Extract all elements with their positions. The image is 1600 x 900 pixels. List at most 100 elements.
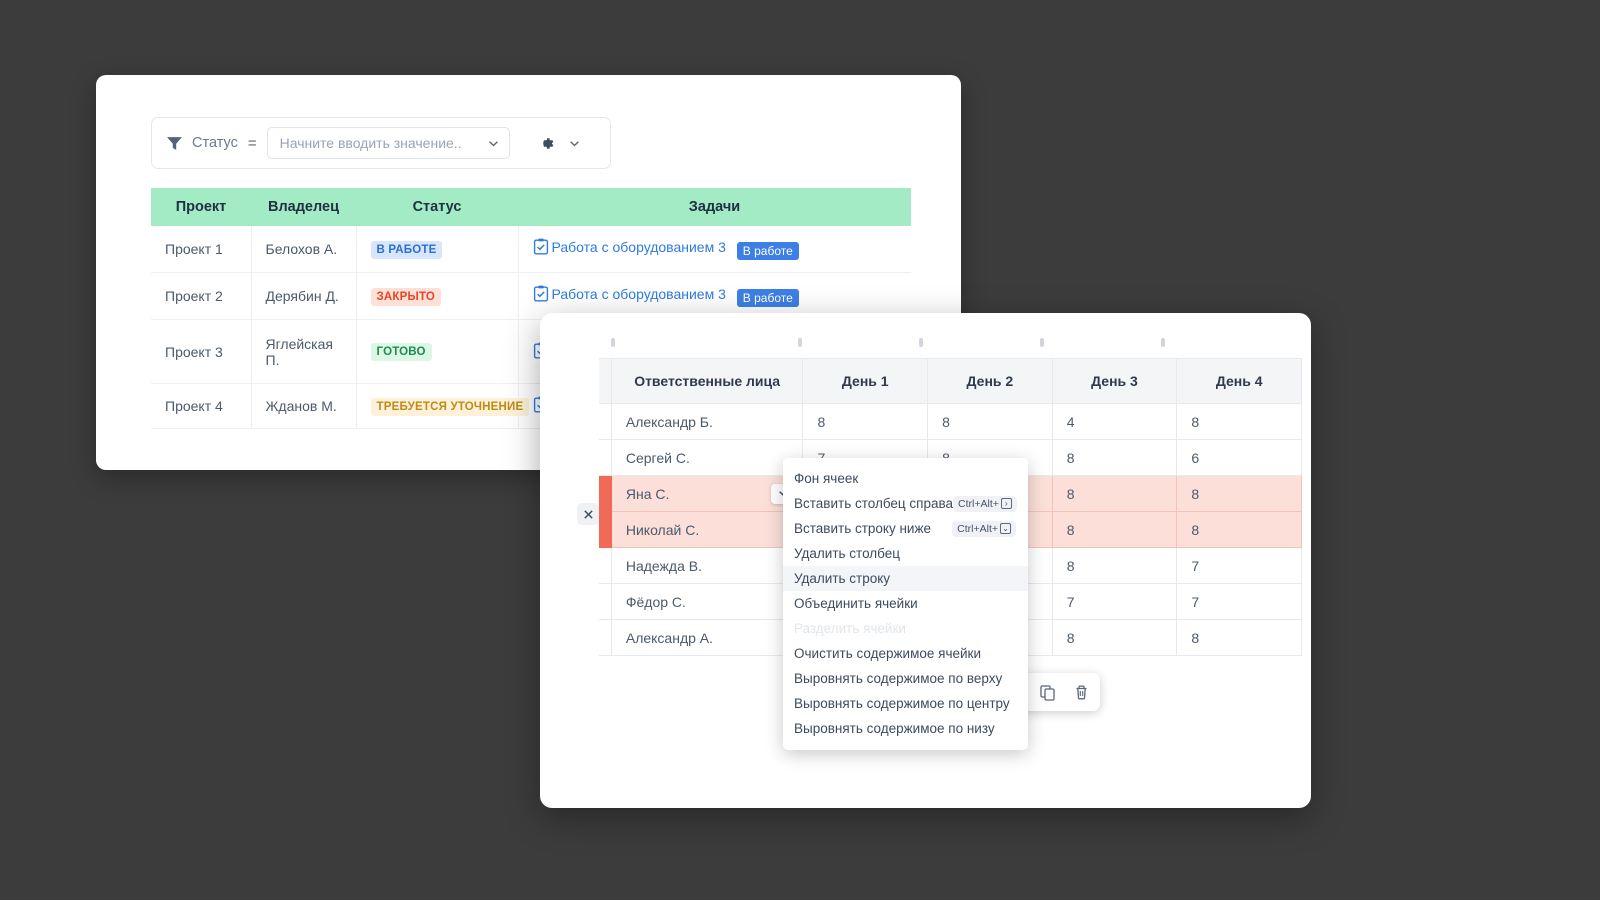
- cell-day-4[interactable]: 8: [1176, 511, 1302, 548]
- cell-project: Проект 2: [151, 272, 252, 320]
- cell-day-4[interactable]: 7: [1176, 583, 1302, 620]
- table-row[interactable]: Сергей С. 7 8 8 6: [599, 439, 1302, 476]
- menu-item-clear-cell-content[interactable]: Очистить содержимое ячейки: [783, 641, 1028, 666]
- menu-item-label: Разделить ячейки: [794, 621, 906, 636]
- column-resize-handle[interactable]: [919, 338, 923, 347]
- row-handle[interactable]: [599, 403, 612, 440]
- close-selection-button[interactable]: [577, 503, 599, 525]
- col-header-status[interactable]: Статус: [356, 188, 518, 226]
- corner-header-cell: [599, 358, 612, 404]
- col-header-project[interactable]: Проект: [151, 188, 251, 226]
- menu-item-label: Очистить содержимое ячейки: [794, 646, 981, 661]
- cell-owner: Дерябин Д.: [251, 272, 357, 320]
- cell-day-3[interactable]: 8: [1051, 475, 1178, 512]
- cell-day-3[interactable]: 4: [1051, 403, 1178, 440]
- cell-day-3[interactable]: 7: [1051, 583, 1178, 620]
- filter-value-select[interactable]: Начните вводить значение..: [266, 127, 510, 159]
- menu-item-cell-background[interactable]: Фон ячеек: [783, 466, 1028, 491]
- clipboard-check-icon: [533, 238, 549, 255]
- col-header-day-2[interactable]: День 2: [927, 358, 1053, 404]
- cell-day-4[interactable]: 8: [1176, 475, 1302, 512]
- cell-day-3[interactable]: 8: [1051, 511, 1178, 548]
- filter-value-placeholder: Начните вводить значение..: [279, 135, 462, 151]
- column-resize-handle[interactable]: [1161, 338, 1165, 347]
- cell-responsible[interactable]: Александр Б.: [610, 403, 804, 440]
- row-handle[interactable]: [599, 475, 612, 512]
- cell-status: ТРЕБУЕТСЯ УТОЧНЕНИЕ: [356, 383, 530, 429]
- row-handle[interactable]: [599, 547, 612, 584]
- cell-responsible-text: Яна С.: [625, 485, 670, 502]
- cell-project: Проект 4: [151, 383, 252, 429]
- table-row[interactable]: Проект 2 Дерябин Д. ЗАКРЫТО Работа с обо…: [151, 272, 911, 320]
- col-header-tasks[interactable]: Задачи: [518, 188, 911, 226]
- cell-tasks: Работа с оборудованием 3 В работе: [518, 226, 911, 273]
- cell-context-menu: Фон ячеек Вставить столбец справа Ctrl+A…: [783, 458, 1028, 750]
- cell-responsible[interactable]: Николай С.: [610, 511, 804, 548]
- col-header-day-4[interactable]: День 4: [1176, 358, 1302, 404]
- cell-day-3[interactable]: 8: [1051, 439, 1178, 476]
- column-resize-handle[interactable]: [798, 338, 802, 347]
- menu-item-label: Вставить строку ниже: [794, 521, 932, 536]
- task-link[interactable]: Работа с оборудованием 3: [533, 238, 726, 255]
- cell-status: ЗАКРЫТО: [356, 272, 519, 320]
- menu-item-align-middle[interactable]: Выровнять содержимое по центру: [783, 691, 1028, 716]
- gear-icon[interactable]: [537, 134, 556, 153]
- menu-item-align-top[interactable]: Выровнять содержимое по верху: [783, 666, 1028, 691]
- menu-item-delete-column[interactable]: Удалить столбец: [783, 541, 1028, 566]
- menu-item-label: Вставить столбец справа: [794, 496, 954, 511]
- cell-responsible[interactable]: Александр А.: [610, 619, 804, 656]
- cell-project: Проект 3: [151, 319, 252, 384]
- filter-field-label: Статус: [192, 135, 238, 151]
- cell-responsible[interactable]: Надежда В.: [610, 547, 804, 584]
- table-row[interactable]: Александр Б. 8 8 4 8: [599, 403, 1302, 440]
- cell-day-4[interactable]: 8: [1176, 403, 1302, 440]
- filter-bar: Статус = Начните вводить значение..: [151, 117, 611, 169]
- filter-operator: =: [247, 134, 257, 152]
- cell-day-4[interactable]: 7: [1176, 547, 1302, 584]
- task-title: Работа с оборудованием 3: [551, 285, 726, 302]
- cell-day-1[interactable]: 8: [802, 403, 929, 440]
- cell-day-2[interactable]: 8: [927, 403, 1053, 440]
- row-handle[interactable]: [599, 583, 612, 620]
- col-header-day-1[interactable]: День 1: [802, 358, 929, 404]
- cell-responsible[interactable]: Сергей С.: [610, 439, 804, 476]
- menu-item-label: Объединить ячейки: [794, 596, 918, 611]
- menu-item-label: Выровнять содержимое по низу: [794, 721, 995, 736]
- column-resize-handle[interactable]: [1040, 338, 1044, 347]
- cell-day-4[interactable]: 6: [1176, 439, 1302, 476]
- table-row[interactable]: Проект 1 Белохов А. В РАБОТЕ Работа с об…: [151, 226, 911, 273]
- cell-day-3[interactable]: 8: [1051, 547, 1178, 584]
- menu-item-delete-row[interactable]: Удалить строку: [783, 566, 1028, 591]
- table-row[interactable]: Александр А. 8 8 8 8: [599, 619, 1302, 656]
- row-handle[interactable]: [599, 511, 612, 548]
- col-header-owner[interactable]: Владелец: [251, 188, 356, 226]
- menu-item-align-bottom[interactable]: Выровнять содержимое по низу: [783, 716, 1028, 741]
- menu-item-insert-column-right[interactable]: Вставить столбец справа Ctrl+Alt+ ›: [783, 491, 1028, 516]
- cell-owner: Жданов М.: [251, 383, 357, 429]
- menu-item-merge-cells[interactable]: Объединить ячейки: [783, 591, 1028, 616]
- cell-day-3[interactable]: 8: [1051, 619, 1178, 656]
- gear-dropdown-chevron-icon[interactable]: [569, 140, 580, 147]
- cell-responsible[interactable]: Фёдор С.: [610, 583, 804, 620]
- cell-responsible[interactable]: Яна С.: [610, 475, 804, 512]
- col-header-responsible[interactable]: Ответственные лица: [610, 358, 804, 404]
- projects-table-header-row: Проект Владелец Статус Задачи: [151, 188, 911, 226]
- col-header-day-3[interactable]: День 3: [1051, 358, 1178, 404]
- cell-project: Проект 1: [151, 226, 252, 273]
- task-link[interactable]: Работа с оборудованием 3: [533, 285, 726, 302]
- menu-item-label: Удалить столбец: [794, 546, 900, 561]
- row-handle[interactable]: [599, 619, 612, 656]
- menu-item-shortcut: Ctrl+Alt+ ⌄: [952, 520, 1016, 537]
- menu-item-label: Фон ячеек: [794, 471, 859, 486]
- cell-status: В РАБОТЕ: [356, 226, 519, 273]
- cell-day-4[interactable]: 8: [1176, 619, 1302, 656]
- task-title: Работа с оборудованием 3: [551, 238, 726, 255]
- copy-icon[interactable]: [1039, 684, 1056, 701]
- row-handle[interactable]: [599, 439, 612, 476]
- menu-item-label: Выровнять содержимое по центру: [794, 696, 1010, 711]
- arrow-down-key-icon: ⌄: [1000, 523, 1011, 534]
- chevron-down-icon: [488, 140, 499, 147]
- trash-icon[interactable]: [1073, 684, 1090, 701]
- menu-item-insert-row-below[interactable]: Вставить строку ниже Ctrl+Alt+ ⌄: [783, 516, 1028, 541]
- column-resize-handle[interactable]: [611, 338, 615, 347]
